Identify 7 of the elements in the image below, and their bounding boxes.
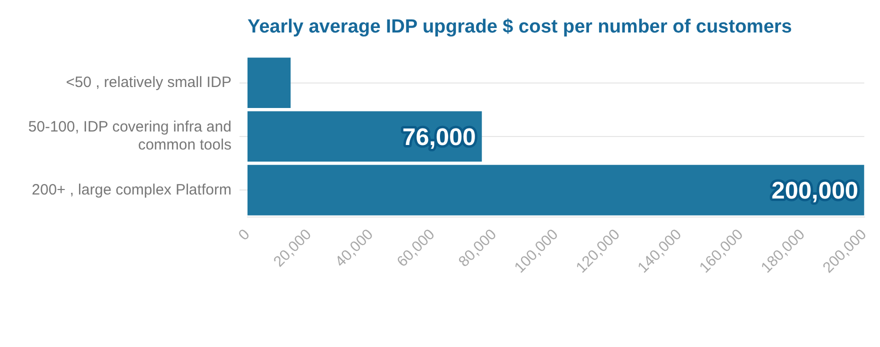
y-tick-label: 50-100, IDP covering infra and common tools xyxy=(28,118,232,154)
y-tick-label: <50 , relatively small IDP xyxy=(66,74,232,91)
x-tick-label: 0 xyxy=(235,226,254,244)
data-label: 200,000 xyxy=(772,178,858,205)
chart-title: Yearly average IDP upgrade $ cost per number of customers xyxy=(247,16,792,38)
data-label: 76,000 xyxy=(402,124,476,152)
y-tick-label: 200+ , large complex Platform xyxy=(32,181,232,198)
